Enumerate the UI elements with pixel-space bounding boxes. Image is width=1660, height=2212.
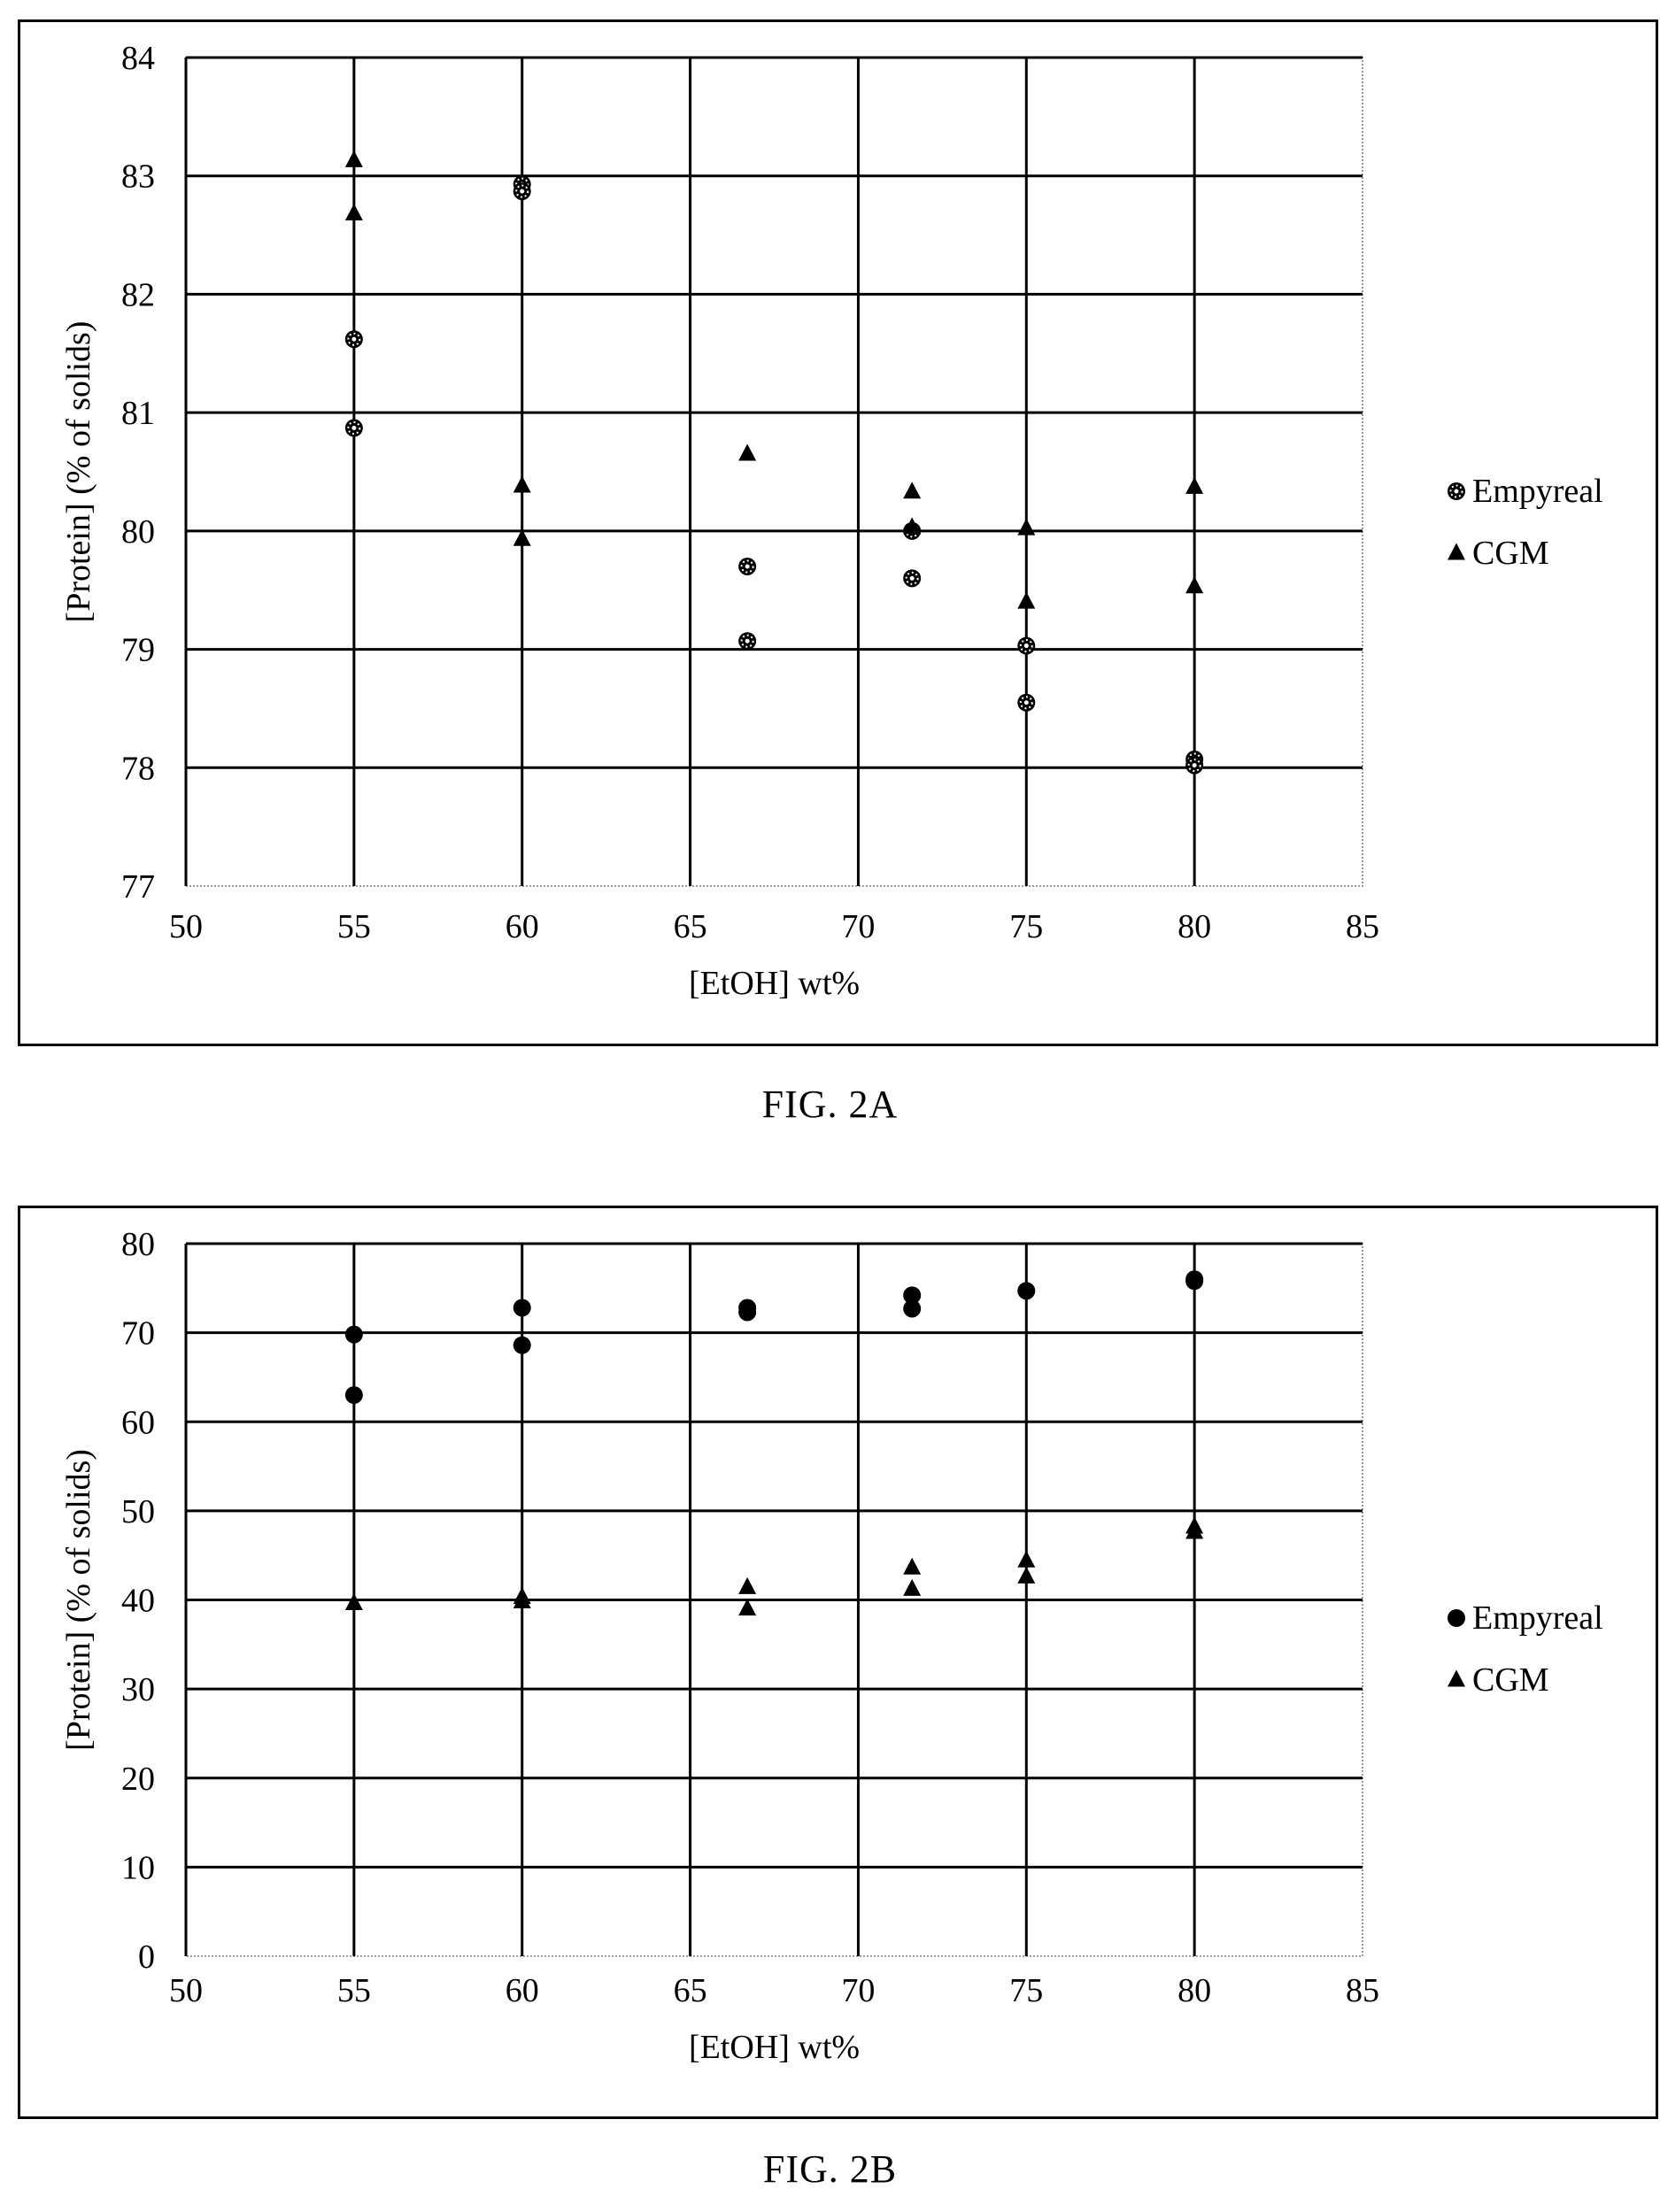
y-tick-label-2a-82: 82 [121, 276, 155, 313]
x-tick-label-2a-80: 80 [1177, 908, 1211, 945]
x-tick-label-2a-55: 55 [337, 908, 371, 945]
legend-marker-2b-empyreal [1448, 1609, 1465, 1627]
empyreal-point-2b-2 [513, 1299, 531, 1317]
y-tick-label-2b-0: 0 [138, 1938, 155, 1976]
empyreal-point-2a-8 [1017, 636, 1036, 655]
x-tick-label-2a-65: 65 [674, 908, 707, 945]
empyreal-point-2a-9 [1017, 693, 1036, 712]
cgm-point-2b-2 [513, 1592, 531, 1609]
empyreal-point-2a-0 [344, 330, 363, 349]
empyreal-point-2a-3 [513, 182, 531, 201]
y-tick-label-2b-70: 70 [121, 1315, 155, 1353]
empyreal-point-2a-5 [738, 632, 757, 651]
x-tick-label-2b-55: 55 [337, 1972, 371, 2009]
x-tick-label-2a-70: 70 [841, 908, 875, 945]
cgm-point-2a-8 [1017, 591, 1036, 609]
cgm-point-2a-5 [903, 482, 922, 499]
cgm-point-2a-7 [1017, 518, 1036, 536]
y-tick-label-2b-50: 50 [121, 1493, 155, 1530]
legend-marker-2b-cgm [1448, 1669, 1465, 1687]
x-tick-label-2a-50: 50 [169, 908, 203, 945]
y-tick-label-2a-83: 83 [121, 158, 155, 196]
x-tick-label-2b-75: 75 [1009, 1972, 1043, 2009]
figure-2b-caption: FIG. 2B [762, 2147, 898, 2191]
cgm-point-2a-2 [513, 475, 531, 493]
x-axis-title-2b: [EtOH] wt% [689, 2029, 860, 2066]
y-tick-label-2b-20: 20 [121, 1761, 155, 1798]
x-tick-label-2b-80: 80 [1177, 1972, 1211, 2009]
x-tick-label-2a-85: 85 [1346, 908, 1379, 945]
y-tick-label-2a-84: 84 [121, 40, 155, 77]
legend-label-2b-cgm: CGM [1472, 1661, 1549, 1699]
y-tick-label-2a-80: 80 [121, 513, 155, 551]
legend-label-2b-empyreal: Empyreal [1472, 1599, 1603, 1637]
figure-2a-chart: 77 78 79 80 81 82 83 84 50 55 60 65 70 75 80 85 [EtOH] w… [60, 40, 1603, 1002]
legend-label-2a-empyreal: Empyreal [1472, 473, 1603, 510]
cgm-point-2a-3 [513, 528, 531, 546]
empyreal-point-2b-7 [903, 1299, 922, 1318]
cgm-point-2a-1 [344, 204, 363, 221]
x-axis-title-2a: [EtOH] wt% [689, 965, 860, 1002]
legend-label-2a-cgm: CGM [1472, 535, 1549, 572]
y-tick-label-2b-60: 60 [121, 1404, 155, 1441]
empyreal-point-2a-1 [344, 419, 363, 437]
empyreal-point-2b-0 [344, 1325, 363, 1344]
empyreal-point-2b-10 [1185, 1272, 1204, 1291]
y-tick-label-2b-40: 40 [121, 1583, 155, 1620]
figure-2a-frame: 77 78 79 80 81 82 83 84 50 55 60 65 70 75 80 85 [EtOH] w… [18, 19, 1658, 1046]
x-tick-label-2b-70: 70 [841, 1972, 875, 2009]
cgm-point-2a-6 [903, 517, 922, 535]
empyreal-point-2b-1 [344, 1386, 363, 1405]
cgm-point-2b-8 [1017, 1566, 1036, 1584]
figure-2b-chart: 0 10 20 30 40 50 60 70 80 50 55 60 65 70 75 80 85 [EtOH] … [60, 1226, 1603, 2066]
cgm-point-2b-4 [738, 1599, 757, 1616]
cgm-point-2a-9 [1185, 476, 1204, 494]
empyreal-point-2a-11 [1185, 756, 1204, 775]
figure-2a-caption: FIG. 2A [761, 1083, 899, 1126]
x-tick-label-2b-65: 65 [674, 1972, 707, 2009]
empyreal-point-2b-8 [1017, 1282, 1036, 1300]
x-tick-label-2b-85: 85 [1346, 1972, 1379, 2009]
y-tick-label-2b-30: 30 [121, 1671, 155, 1708]
x-tick-label-2a-60: 60 [506, 908, 539, 945]
cgm-point-2b-7 [1017, 1550, 1036, 1568]
y-axis-title-2b: [Protein] (% of solids) [60, 1449, 97, 1751]
y-tick-label-2a-77: 77 [121, 868, 155, 906]
cgm-point-2a-10 [1185, 576, 1204, 594]
y-tick-label-2b-80: 80 [121, 1226, 155, 1263]
cgm-point-2b-6 [903, 1578, 922, 1596]
cgm-point-2b-5 [903, 1557, 922, 1575]
cgm-point-2b-0 [344, 1593, 363, 1611]
x-tick-label-2b-50: 50 [169, 1972, 203, 2009]
cgm-point-2a-4 [738, 443, 757, 461]
empyreal-point-2b-3 [513, 1336, 531, 1354]
y-axis-title-2a: [Protein] (% of solids) [60, 321, 97, 623]
figure-2b-frame: 0 10 20 30 40 50 60 70 80 50 55 60 65 70 75 80 85 [EtOH] … [18, 1206, 1658, 2119]
x-tick-label-2a-75: 75 [1009, 908, 1043, 945]
y-tick-label-2b-10: 10 [121, 1849, 155, 1886]
y-tick-label-2a-81: 81 [121, 395, 155, 432]
y-tick-label-2a-78: 78 [121, 750, 155, 787]
x-tick-label-2b-60: 60 [506, 1972, 539, 2009]
empyreal-point-2a-7 [903, 569, 922, 588]
cgm-point-2b-10 [1185, 1522, 1204, 1539]
y-tick-label-2a-79: 79 [121, 632, 155, 669]
legend-marker-2a-empyreal [1448, 482, 1465, 500]
cgm-point-2b-3 [738, 1576, 757, 1594]
empyreal-point-2a-4 [738, 557, 757, 575]
empyreal-point-2b-5 [738, 1303, 757, 1322]
cgm-point-2a-0 [344, 150, 363, 167]
legend-marker-2a-cgm [1448, 543, 1465, 560]
empyreal-point-2b-6 [903, 1286, 922, 1305]
